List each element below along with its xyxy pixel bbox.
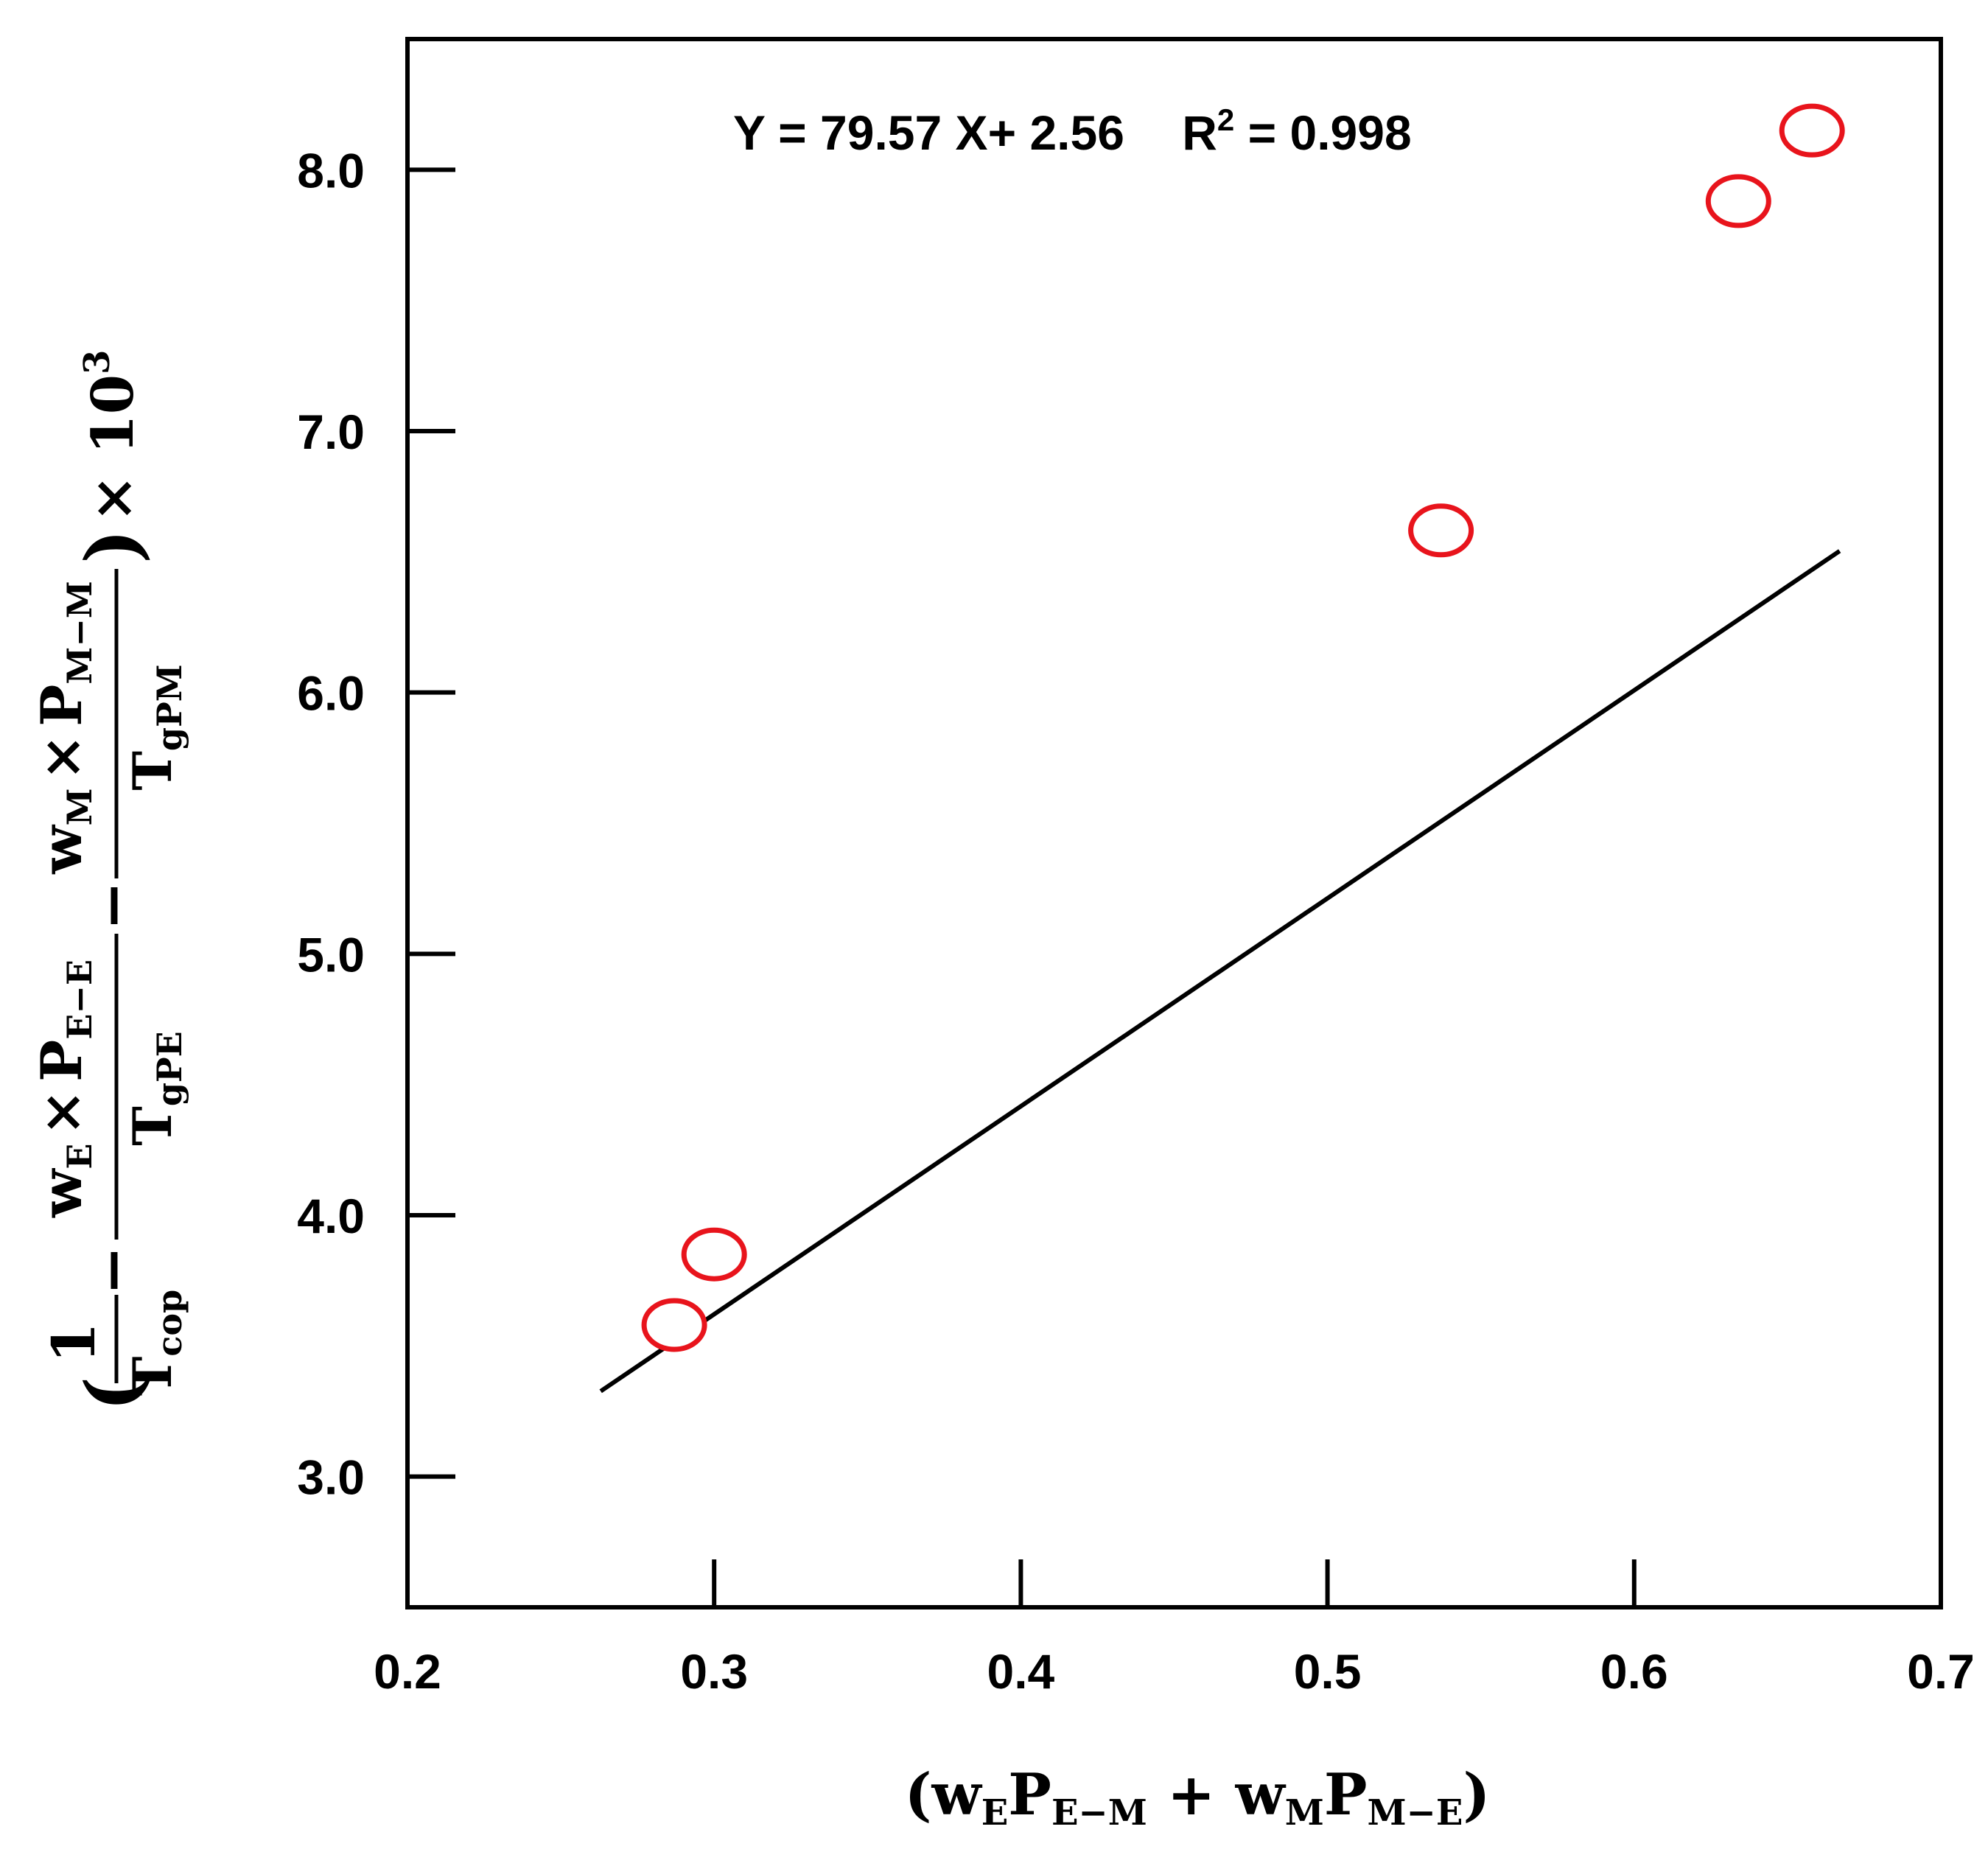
fit-equation: Y = 79.57 X+ 2.56 R2 = 0.998 <box>733 102 1412 160</box>
plot-frame <box>405 37 1943 1609</box>
fit-line <box>599 549 1841 1394</box>
svg-text:× 103: × 103 <box>77 350 147 522</box>
y-tick-label: 7.0 <box>297 405 365 459</box>
y-axis-ticks: 3.0 4.0 5.0 6.0 7.0 8.0 <box>297 143 455 1505</box>
x-axis-ticks: 0.2 0.3 0.4 0.5 0.6 0.7 <box>374 1559 1975 1699</box>
svg-text:−: − <box>77 881 147 930</box>
y-tick-label: 4.0 <box>297 1189 365 1243</box>
y-tick-label: 5.0 <box>297 927 365 982</box>
y-tick-label: 3.0 <box>297 1450 365 1505</box>
y-axis-label: ( 1 Tcop − wE×PE−E TgPE − wM×PM−M TgPM )… <box>29 350 189 1411</box>
x-tick-label: 0.5 <box>1294 1644 1362 1699</box>
data-point <box>1779 103 1845 158</box>
svg-text:Tcop: Tcop <box>121 1290 189 1396</box>
svg-text:wE×PE−E: wE×PE−E <box>29 960 99 1218</box>
x-tick-label: 0.7 <box>1907 1644 1975 1699</box>
x-axis-label: (wEPE−M + wMPM−E) <box>905 1761 1491 1834</box>
data-point <box>1408 503 1474 558</box>
svg-text:wM×PM−M: wM×PM−M <box>29 581 99 875</box>
data-point <box>641 1298 707 1352</box>
svg-text:): ) <box>69 529 156 564</box>
svg-text:1: 1 <box>39 1322 108 1363</box>
data-point <box>681 1227 747 1282</box>
svg-text:TgPE: TgPE <box>121 1031 189 1145</box>
x-tick-label: 0.3 <box>680 1644 748 1699</box>
y-tick-label: 6.0 <box>297 666 365 721</box>
y-tick-label: 8.0 <box>297 143 365 198</box>
svg-text:TgPM: TgPM <box>121 664 189 790</box>
x-tick-label: 0.2 <box>374 1644 441 1699</box>
data-points <box>641 103 1845 1352</box>
svg-text:(: ( <box>69 1377 156 1411</box>
data-point <box>1705 174 1771 228</box>
x-tick-label: 0.6 <box>1600 1644 1668 1699</box>
svg-text:−: − <box>77 1245 147 1295</box>
x-tick-label: 0.4 <box>987 1644 1055 1699</box>
fit-line-group <box>599 549 1841 1394</box>
